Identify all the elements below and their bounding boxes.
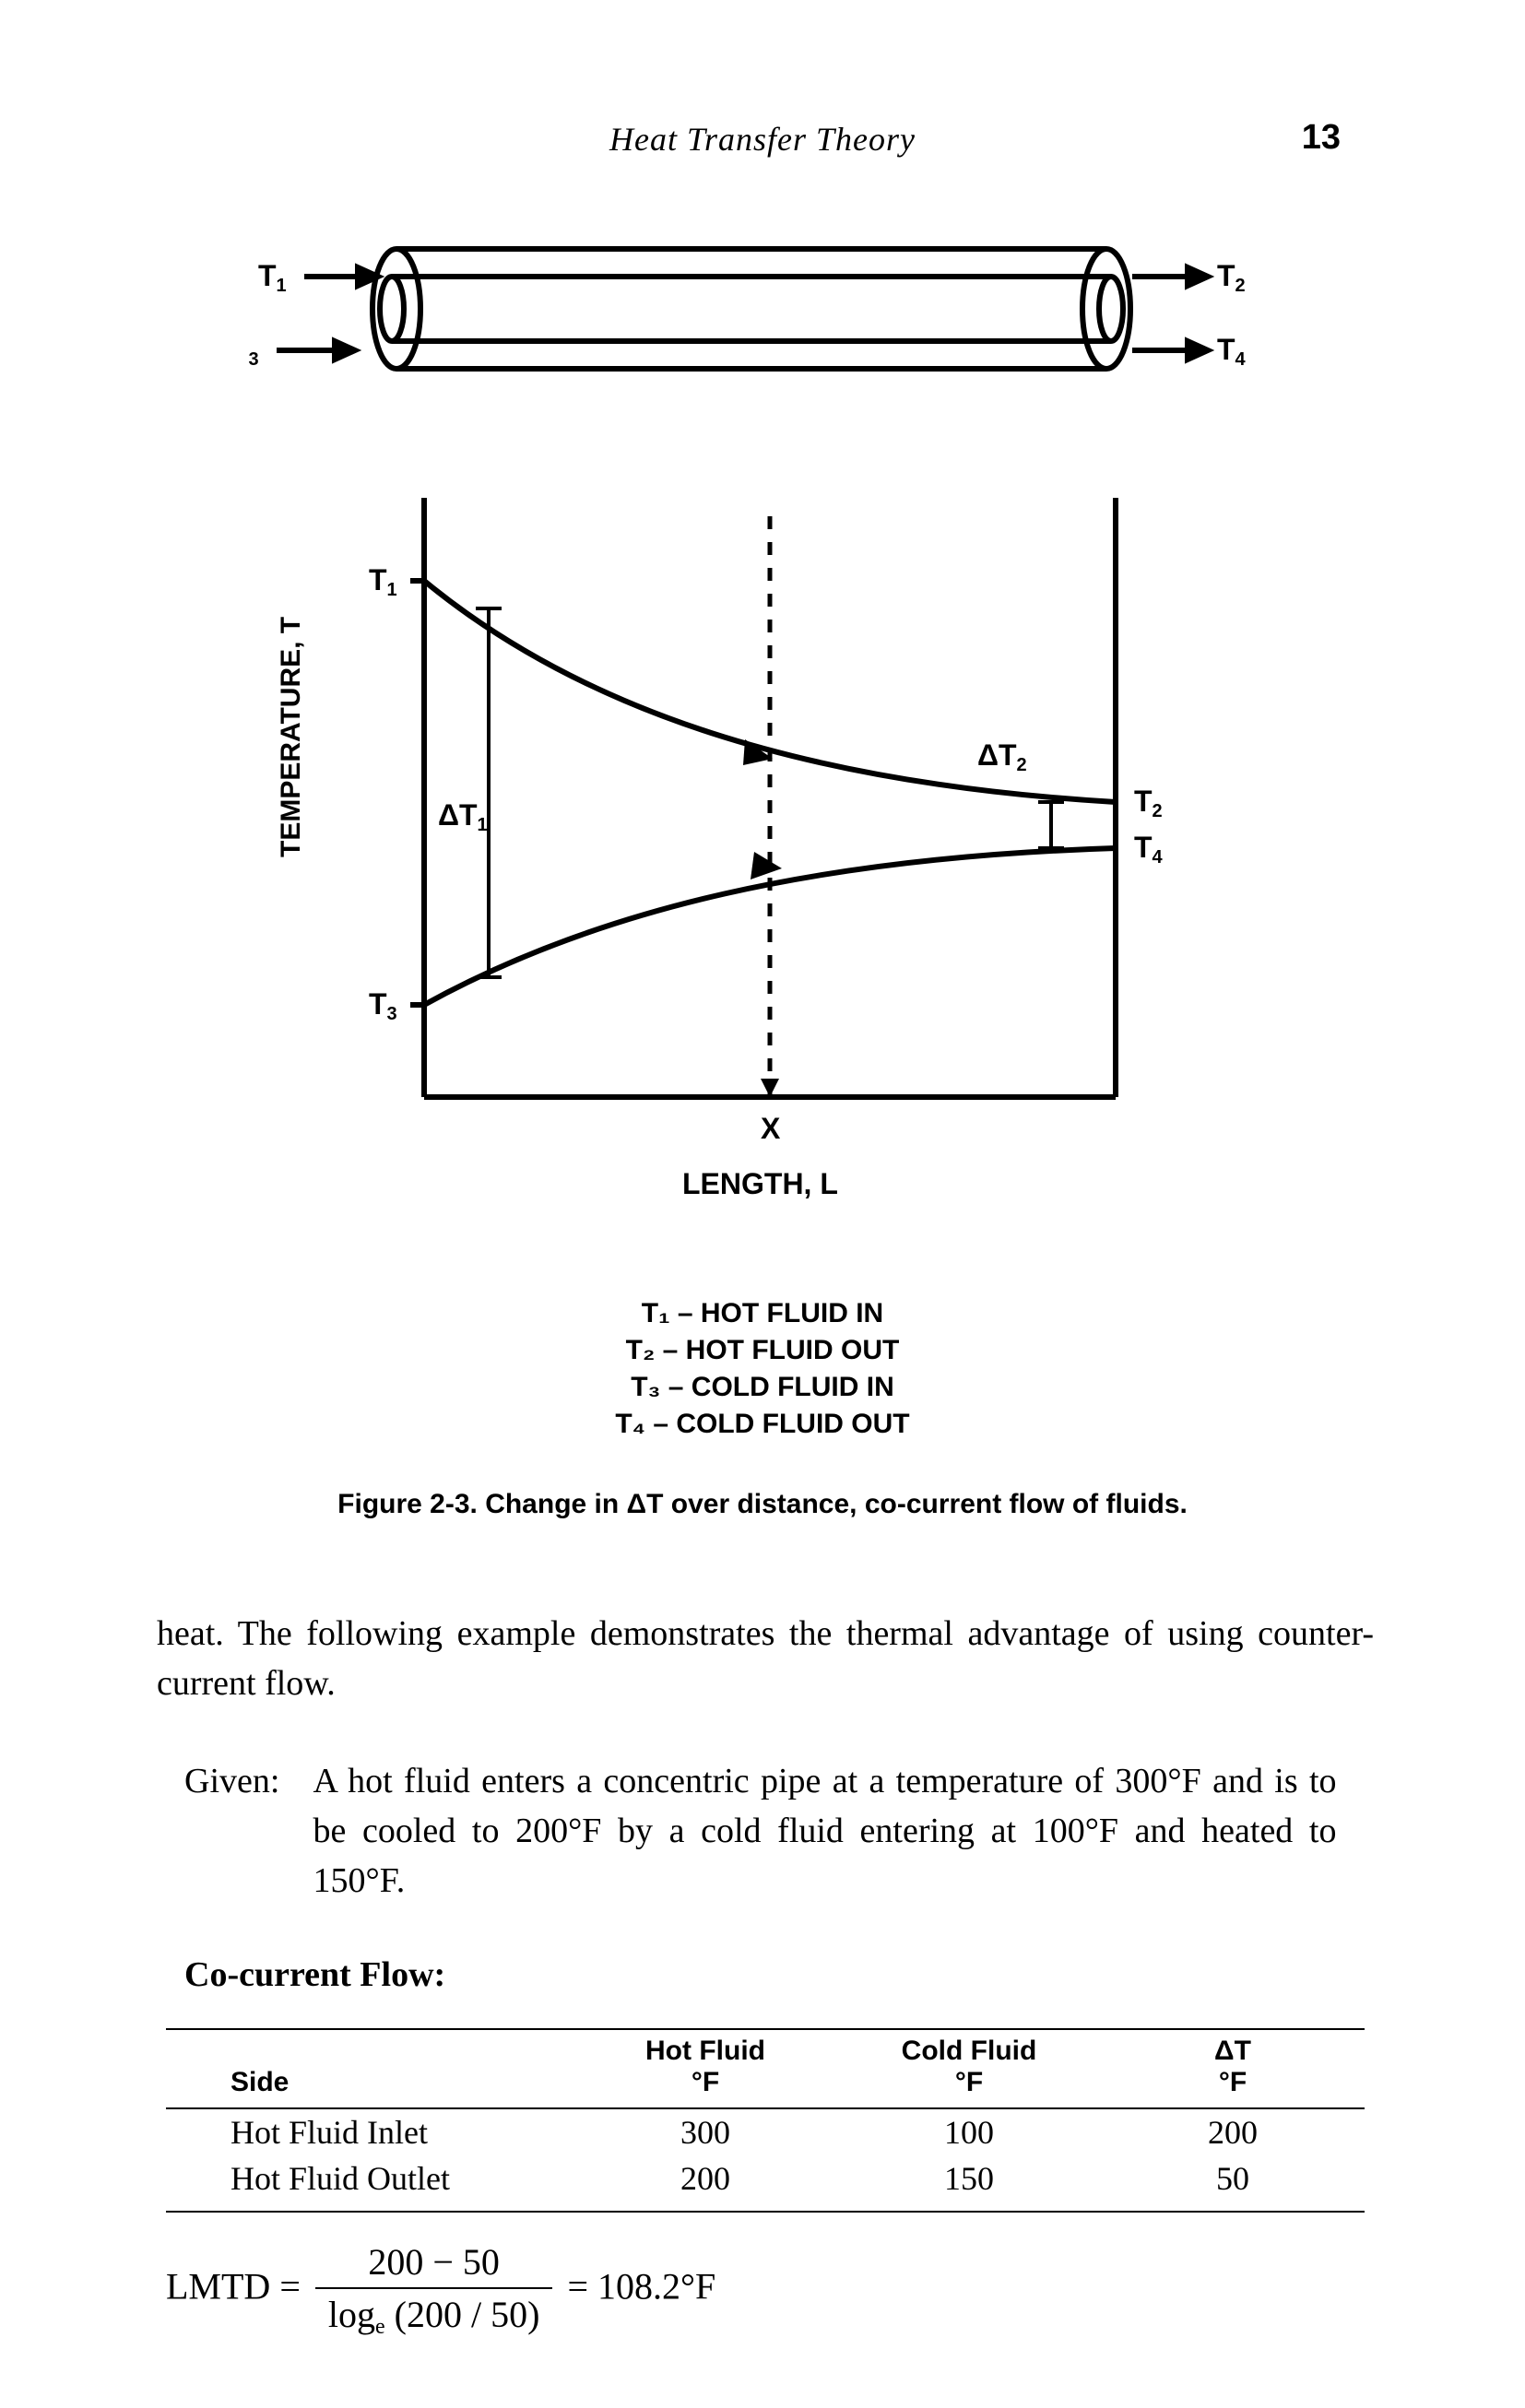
col-cold: Cold Fluid°F	[837, 2029, 1101, 2108]
cell-cold: 100	[837, 2108, 1101, 2155]
svg-text:ΔT1: ΔT1	[438, 798, 488, 835]
svg-text:X: X	[761, 1112, 781, 1145]
cell-hot: 200	[573, 2155, 837, 2212]
legend-t4: T₄ – COLD FLUID OUT	[0, 1406, 1525, 1443]
subheading-cocurrent: Co-current Flow:	[184, 1954, 445, 1995]
legend-t3: T₃ – COLD FLUID IN	[0, 1369, 1525, 1406]
eqn-fraction: 200 − 50 loge (200 / 50)	[315, 2240, 553, 2340]
eqn-rhs: = 108.2°F	[567, 2265, 715, 2307]
cell-hot: 300	[573, 2108, 837, 2155]
figure-legend: T₁ – HOT FLUID IN T₂ – HOT FLUID OUT T₃ …	[0, 1295, 1525, 1443]
svg-text:T1: T1	[258, 259, 287, 296]
given-block: Given: A hot fluid enters a concentric p…	[184, 1756, 1346, 1906]
svg-text:TEMPERATURE, T: TEMPERATURE, T	[276, 617, 306, 857]
col-hot: Hot Fluid°F	[573, 2029, 837, 2108]
legend-t2: T₂ – HOT FLUID OUT	[0, 1332, 1525, 1369]
page-number: 13	[1302, 118, 1341, 158]
body-paragraph: heat. The following example demonstrates…	[157, 1609, 1374, 1708]
svg-text:ΔT2: ΔT2	[977, 738, 1027, 775]
page: Heat Transfer Theory 13	[0, 0, 1525, 2408]
eqn-denominator: loge (200 / 50)	[315, 2289, 553, 2340]
cocurrent-table: Side Hot Fluid°F Cold Fluid°F ΔT°F Hot F…	[166, 2028, 1365, 2213]
given-text: A hot fluid enters a concentric pipe at …	[313, 1756, 1337, 1906]
cell-dt: 50	[1101, 2155, 1365, 2212]
cell-dt: 200	[1101, 2108, 1365, 2155]
cell-side: Hot Fluid Inlet	[166, 2108, 573, 2155]
svg-text:T4: T4	[1217, 333, 1247, 370]
running-head: Heat Transfer Theory	[0, 120, 1525, 159]
svg-text:T4: T4	[1134, 831, 1164, 868]
svg-text:T1: T1	[369, 563, 397, 600]
eqn-numerator: 200 − 50	[315, 2240, 553, 2289]
svg-text:T3: T3	[369, 987, 397, 1024]
eqn-lhs: LMTD =	[166, 2265, 301, 2307]
cell-side: Hot Fluid Outlet	[166, 2155, 573, 2212]
figure-2-3: T1 T3 T2 T4	[249, 212, 1282, 1286]
col-side: Side	[166, 2029, 573, 2108]
figure-svg: T1 T3 T2 T4	[249, 212, 1282, 1281]
cell-cold: 150	[837, 2155, 1101, 2212]
legend-t1: T₁ – HOT FLUID IN	[0, 1295, 1525, 1332]
svg-text:T2: T2	[1217, 259, 1246, 296]
table-header-row: Side Hot Fluid°F Cold Fluid°F ΔT°F	[166, 2029, 1365, 2108]
svg-text:T3: T3	[249, 333, 259, 370]
col-dt: ΔT°F	[1101, 2029, 1365, 2108]
lmtd-equation: LMTD = 200 − 50 loge (200 / 50) = 108.2°…	[166, 2240, 715, 2340]
table-row: Hot Fluid Inlet 300 100 200	[166, 2108, 1365, 2155]
given-label: Given:	[184, 1756, 304, 1806]
svg-text:LENGTH, L: LENGTH, L	[682, 1167, 838, 1200]
figure-caption: Figure 2-3. Change in ΔT over distance, …	[0, 1489, 1525, 1520]
svg-text:T2: T2	[1134, 785, 1163, 821]
table-row: Hot Fluid Outlet 200 150 50	[166, 2155, 1365, 2212]
